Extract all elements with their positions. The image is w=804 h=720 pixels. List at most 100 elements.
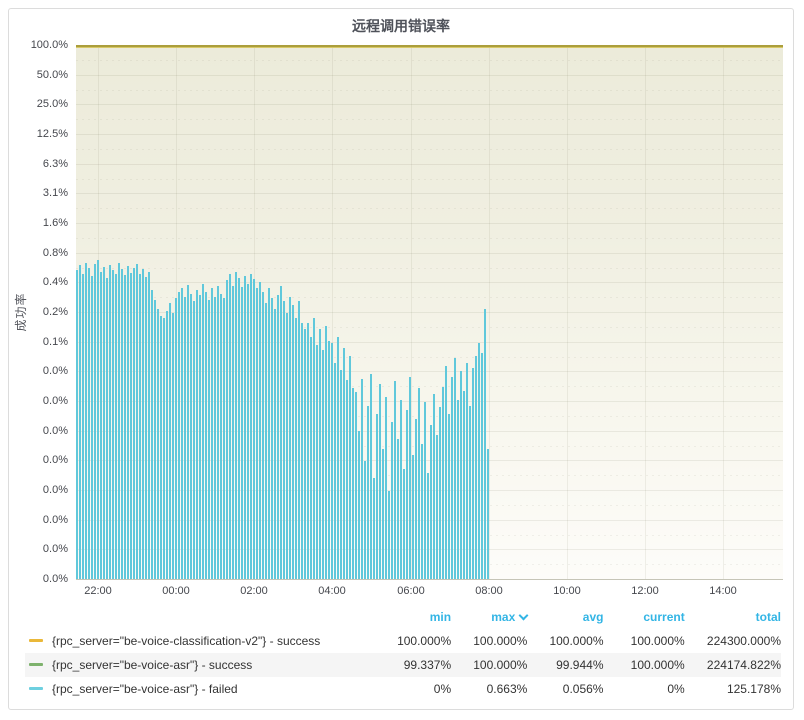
legend-row: {rpc_server="be-voice-asr"} - failed 0% 0.… [25,677,781,701]
failed-bar [166,311,168,579]
failed-bar [76,270,78,579]
legend-col-avg[interactable]: avg [582,610,604,624]
failed-bar [274,308,276,579]
h-gridline [76,579,783,580]
failed-bar [124,275,126,579]
y-tick-label: 0.0% [42,573,68,585]
legend-col-current[interactable]: current [643,610,685,624]
v-gridline [645,45,646,579]
failed-bar [145,277,147,579]
h-gridline-minor [76,564,783,565]
y-tick-label: 0.1% [42,335,68,348]
failed-bar [97,259,99,579]
failed-bar [133,267,135,579]
failed-bar [187,284,189,579]
failed-bar [220,293,222,579]
failed-bar [118,263,120,579]
failed-bar [277,295,279,579]
failed-bar [253,279,255,579]
y-tick-label: 0.0% [42,454,68,467]
legend-series-label[interactable]: {rpc_server="be-voice-asr"} - failed [25,677,375,701]
failed-bar [115,274,117,579]
failed-bar [463,390,465,579]
failed-bar [307,323,309,579]
failed-bar [136,264,138,579]
x-tick-label: 10:00 [553,585,581,597]
failed-bar [160,315,162,579]
legend-row: {rpc_server="be-voice-asr"} - success 99.… [25,653,781,677]
failed-bar [184,296,186,579]
legend-value-min: 0% [433,682,452,696]
failed-bar [109,265,111,579]
y-tick-label: 0.0% [42,424,68,437]
failed-bar [472,367,474,579]
failed-bar [235,271,237,579]
h-gridline-minor [76,119,783,120]
failed-bar [226,280,228,579]
legend-table: min max avg current total {rpc_server="be-vo… [25,608,781,701]
failed-bar [190,293,192,579]
h-gridline-minor [76,297,783,298]
failed-bar [169,303,171,579]
success-series-line [76,45,783,48]
h-gridline [76,134,783,135]
failed-bar [292,305,294,579]
failed-bar [352,388,354,579]
x-tick-label: 22:00 [84,585,112,597]
y-tick-label: 3.1% [42,187,68,200]
failed-bar [394,381,396,579]
failed-bar [298,301,300,579]
x-tick-label: 02:00 [240,585,268,597]
failed-bar [208,299,210,579]
h-gridline-minor [76,238,783,239]
h-gridline [76,193,783,194]
h-gridline-minor [76,357,783,358]
failed-bar [202,283,204,579]
failed-bar [178,292,180,579]
failed-bar [199,295,201,579]
failed-bar [400,400,402,579]
y-tick-label: 12.5% [36,128,68,140]
legend-series-label[interactable]: {rpc_server="be-voice-classification-v2"… [25,629,375,653]
failed-bar [313,317,315,579]
plot-area[interactable] [76,45,783,580]
h-gridline [76,401,783,402]
failed-bar [94,264,96,579]
panel-title[interactable]: 远程调用错误率 [352,18,450,34]
failed-bar [193,301,195,579]
failed-bar [295,317,297,579]
legend-value-min: 100.000% [397,634,452,648]
failed-bar [364,461,366,579]
failed-bar [412,454,414,579]
failed-bar [367,405,369,579]
h-gridline [76,549,783,550]
failed-bar [337,336,339,579]
failed-bar [457,400,459,579]
y-tick-label: 0.0% [42,543,68,556]
failed-bar [409,376,411,579]
legend-col-max[interactable]: max [451,608,529,629]
h-gridline-minor [76,535,783,536]
failed-bar [217,285,219,579]
legend-col-min[interactable]: min [429,610,452,624]
sort-chevron-down-icon [518,610,529,621]
legend-value-total: 125.178% [726,682,781,696]
legend-col-series [25,608,375,629]
h-gridline [76,75,783,76]
failed-bar [343,347,345,579]
legend-series-label[interactable]: {rpc_server="be-voice-asr"} - success [25,653,375,677]
legend-value-max: 100.000% [473,634,528,648]
h-gridline-minor [76,475,783,476]
x-tick-label: 12:00 [631,585,659,597]
failed-bar [331,342,333,579]
failed-bar [151,289,153,579]
failed-bar [388,490,390,579]
legend-value-current: 100.000% [630,658,685,672]
h-gridline-minor [76,268,783,269]
failed-bar [433,393,435,579]
h-gridline-minor [76,327,783,328]
failed-bar [163,317,165,579]
y-tick-label: 0.4% [42,276,68,289]
failed-bar [172,313,174,579]
legend-col-total[interactable]: total [755,610,781,624]
